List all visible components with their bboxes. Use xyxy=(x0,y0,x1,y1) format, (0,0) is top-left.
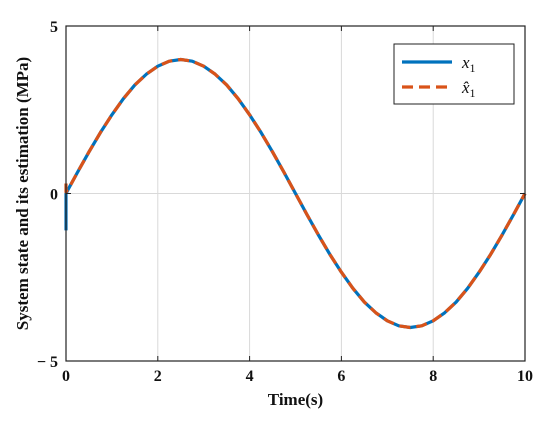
x-tick-label-3: 6 xyxy=(337,368,345,385)
x-tick-label-4: 8 xyxy=(429,368,437,385)
x-tick-label-5: 10 xyxy=(517,368,533,385)
x-tick-label-1: 2 xyxy=(154,368,162,385)
x-axis-label: Time(s) xyxy=(268,390,323,409)
x-tick-label-2: 4 xyxy=(246,368,254,385)
x-tick-label-0: 0 xyxy=(62,368,70,385)
y-tick-label-1: 0 xyxy=(50,187,58,204)
x-axis-ticks: 0 2 4 6 8 10 xyxy=(62,26,533,385)
y-axis-ticks: 5 0 − 5 xyxy=(37,19,525,371)
y-axis-label: System state and its estimation (MPa) xyxy=(13,57,32,330)
legend-box xyxy=(393,43,515,105)
y-tick-label-2: − 5 xyxy=(37,354,58,371)
legend: x1x̂1 xyxy=(393,43,515,105)
series-line-1 xyxy=(64,57,527,330)
y-tick-label-0: 5 xyxy=(50,19,58,36)
series-lines xyxy=(64,57,527,330)
